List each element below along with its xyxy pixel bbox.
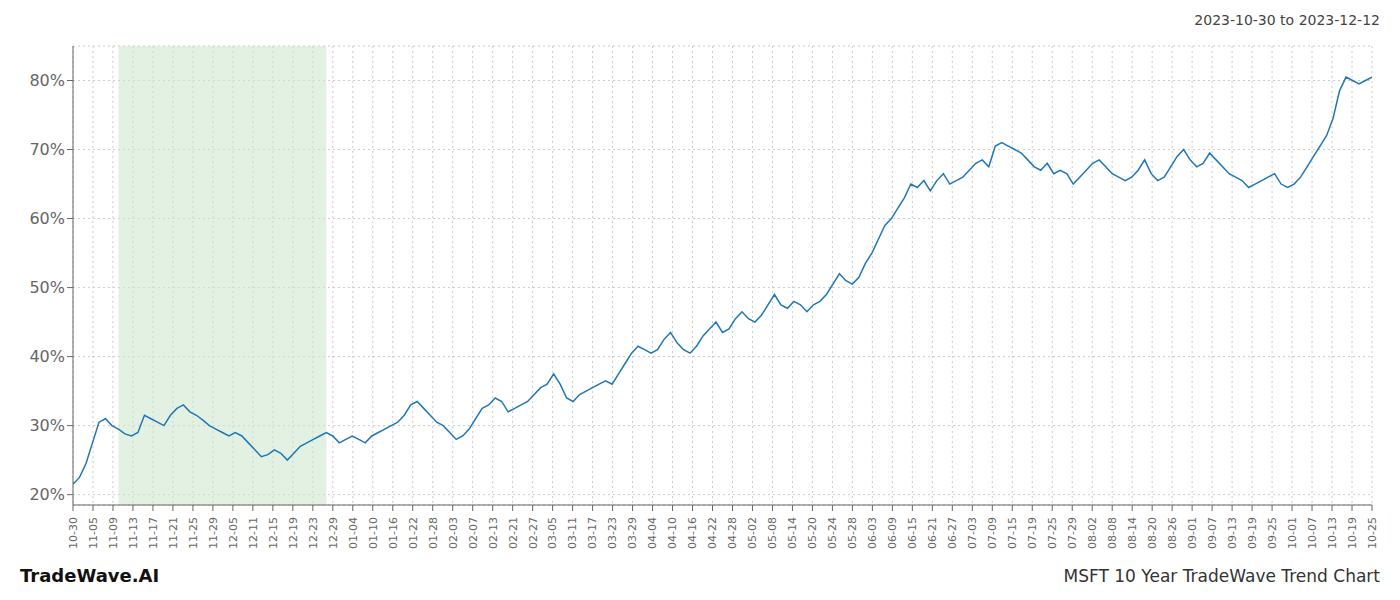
svg-text:11-17: 11-17 bbox=[147, 517, 160, 549]
svg-text:11-21: 11-21 bbox=[167, 517, 180, 549]
svg-text:05-24: 05-24 bbox=[826, 517, 839, 549]
html-text:MSFT 10 Year TradeWave Trend C: MSFT 10 Year TradeWave Trend Chart bbox=[1063, 566, 1380, 586]
svg-text:02-13: 02-13 bbox=[487, 517, 500, 549]
svg-text:11-13: 11-13 bbox=[127, 517, 140, 549]
svg-text:07-03: 07-03 bbox=[966, 517, 979, 549]
svg-text:09-01: 09-01 bbox=[1186, 517, 1199, 549]
svg-text:01-16: 01-16 bbox=[387, 517, 400, 549]
svg-text:10-07: 10-07 bbox=[1306, 517, 1319, 549]
svg-text:01-10: 01-10 bbox=[367, 517, 380, 549]
svg-text:09-07: 09-07 bbox=[1206, 517, 1219, 549]
svg-text:50%: 50% bbox=[29, 278, 65, 297]
svg-text:03-05: 03-05 bbox=[546, 517, 559, 549]
svg-text:04-10: 04-10 bbox=[666, 517, 679, 549]
svg-text:20%: 20% bbox=[29, 485, 65, 504]
svg-text:02-21: 02-21 bbox=[507, 517, 520, 549]
svg-text:05-28: 05-28 bbox=[846, 517, 859, 549]
svg-text:08-20: 08-20 bbox=[1146, 517, 1159, 549]
svg-text:01-22: 01-22 bbox=[407, 517, 420, 549]
svg-text:30%: 30% bbox=[29, 416, 65, 435]
svg-text:04-04: 04-04 bbox=[646, 517, 659, 549]
svg-text:10-01: 10-01 bbox=[1286, 517, 1299, 549]
svg-text:11-29: 11-29 bbox=[207, 517, 220, 549]
svg-text:07-09: 07-09 bbox=[986, 517, 999, 549]
svg-text:06-09: 06-09 bbox=[886, 517, 899, 549]
svg-text:02-03: 02-03 bbox=[447, 517, 460, 549]
svg-text:07-25: 07-25 bbox=[1046, 517, 1059, 549]
svg-text:11-25: 11-25 bbox=[187, 517, 200, 549]
svg-text:04-22: 04-22 bbox=[706, 517, 719, 549]
svg-text:10-25: 10-25 bbox=[1366, 517, 1379, 549]
svg-text:60%: 60% bbox=[29, 209, 65, 228]
svg-text:03-11: 03-11 bbox=[566, 517, 579, 549]
svg-text:09-13: 09-13 bbox=[1226, 517, 1239, 549]
svg-text:12-29: 12-29 bbox=[327, 517, 340, 549]
svg-text:08-02: 08-02 bbox=[1086, 517, 1099, 549]
svg-text:05-14: 05-14 bbox=[786, 517, 799, 549]
svg-text:08-14: 08-14 bbox=[1126, 517, 1139, 549]
svg-text:80%: 80% bbox=[29, 71, 65, 90]
svg-text:06-27: 06-27 bbox=[946, 517, 959, 549]
svg-text:10-13: 10-13 bbox=[1326, 517, 1339, 549]
svg-text:12-11: 12-11 bbox=[247, 517, 260, 549]
svg-text:06-15: 06-15 bbox=[906, 517, 919, 549]
svg-text:04-28: 04-28 bbox=[726, 517, 739, 549]
svg-text:10-30: 10-30 bbox=[67, 517, 80, 549]
svg-text:40%: 40% bbox=[29, 347, 65, 366]
svg-text:05-08: 05-08 bbox=[766, 517, 779, 549]
svg-text:01-28: 01-28 bbox=[427, 517, 440, 549]
svg-text:12-15: 12-15 bbox=[267, 517, 280, 549]
svg-text:07-19: 07-19 bbox=[1026, 517, 1039, 549]
svg-text:70%: 70% bbox=[29, 140, 65, 159]
html-text:2023-10-30 to 2023-12-12: 2023-10-30 to 2023-12-12 bbox=[1194, 12, 1380, 28]
svg-text:03-23: 03-23 bbox=[606, 517, 619, 549]
svg-text:10-19: 10-19 bbox=[1346, 517, 1359, 549]
svg-text:12-19: 12-19 bbox=[287, 517, 300, 549]
svg-text:03-17: 03-17 bbox=[586, 517, 599, 549]
svg-text:06-03: 06-03 bbox=[866, 517, 879, 549]
html-text:TradeWave.AI: TradeWave.AI bbox=[20, 565, 160, 586]
svg-text:02-07: 02-07 bbox=[467, 517, 480, 549]
svg-text:08-26: 08-26 bbox=[1166, 517, 1179, 549]
svg-text:06-21: 06-21 bbox=[926, 517, 939, 549]
svg-text:11-09: 11-09 bbox=[107, 517, 120, 549]
svg-text:08-08: 08-08 bbox=[1106, 517, 1119, 549]
svg-text:09-19: 09-19 bbox=[1246, 517, 1259, 549]
svg-text:05-02: 05-02 bbox=[746, 517, 759, 549]
svg-text:11-05: 11-05 bbox=[87, 517, 100, 549]
svg-text:01-04: 01-04 bbox=[347, 517, 360, 549]
svg-text:04-16: 04-16 bbox=[686, 517, 699, 549]
svg-text:05-20: 05-20 bbox=[806, 517, 819, 549]
svg-text:03-29: 03-29 bbox=[626, 517, 639, 549]
svg-text:09-25: 09-25 bbox=[1266, 517, 1279, 549]
svg-text:02-27: 02-27 bbox=[526, 517, 539, 549]
svg-text:07-15: 07-15 bbox=[1006, 517, 1019, 549]
svg-text:12-23: 12-23 bbox=[307, 517, 320, 549]
svg-text:12-05: 12-05 bbox=[227, 517, 240, 549]
svg-text:07-29: 07-29 bbox=[1066, 517, 1079, 549]
